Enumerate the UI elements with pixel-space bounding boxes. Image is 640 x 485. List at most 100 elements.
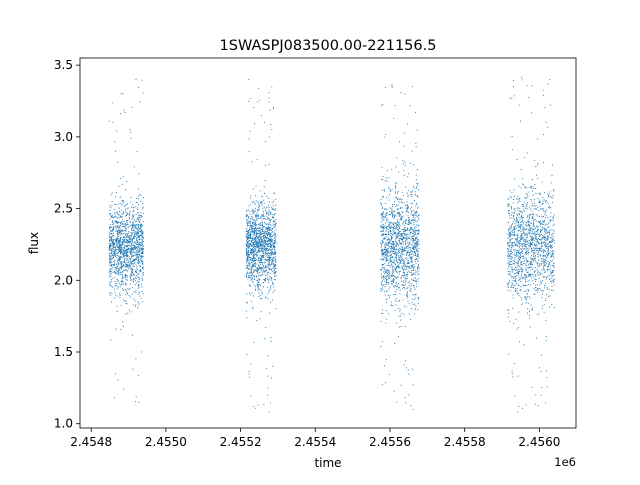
data-point [386,253,388,255]
data-point [258,296,260,298]
data-point [110,249,113,251]
data-point [519,200,521,202]
data-point [129,288,131,290]
data-point [539,255,541,257]
data-point [114,196,117,198]
data-point [118,185,120,187]
data-point [254,240,256,242]
data-point [120,273,122,275]
data-point [509,255,511,257]
data-point [388,186,390,188]
data-point [413,216,415,218]
data-point [410,190,412,193]
data-point [403,202,405,204]
data-point [383,188,385,190]
data-point [138,401,140,403]
data-point [257,246,259,248]
data-point [389,260,391,262]
data-point [113,226,115,228]
data-point [551,234,553,236]
data-point [416,286,418,288]
data-point [404,267,406,270]
data-point [119,297,121,299]
data-point [256,219,258,221]
data-point [121,275,124,277]
data-point [540,215,542,217]
data-point [267,243,269,245]
data-point [388,221,390,223]
data-point [109,262,111,264]
data-point [541,290,543,292]
data-point [398,230,400,233]
data-point [251,308,253,310]
data-point [259,318,261,320]
data-point [121,209,123,211]
data-point [140,269,142,271]
data-point [142,233,144,235]
data-point [258,282,260,284]
data-point [416,245,418,247]
data-point [127,262,129,264]
data-point [272,205,274,207]
data-point [131,229,133,231]
data-point [263,217,265,219]
data-point [136,228,138,230]
data-point [267,298,269,300]
data-point [127,232,129,234]
data-point [410,267,412,269]
data-point [511,286,513,288]
data-point [403,145,405,147]
data-point [408,303,410,305]
data-point [381,277,383,279]
data-point [254,202,256,204]
data-point [406,258,408,260]
data-point [127,265,129,267]
data-point [133,215,135,217]
data-point [120,250,122,252]
data-point [115,268,117,270]
data-point [532,225,534,227]
data-point [381,233,384,235]
data-point [111,201,113,203]
data-point [131,256,133,258]
data-point [385,254,387,256]
data-point [125,214,127,216]
data-point [526,264,528,266]
data-point [522,227,524,230]
data-point [136,237,138,239]
data-point [401,199,403,201]
data-point [528,246,530,248]
data-point [395,234,398,236]
data-point [248,275,250,277]
data-point [137,281,139,283]
data-point [386,283,388,285]
data-point [416,279,418,281]
data-point [134,227,136,229]
data-point [392,266,394,268]
data-point [399,248,401,250]
data-point [251,292,253,294]
data-point [406,297,408,299]
data-point [124,245,126,247]
data-point [416,226,418,228]
data-point [412,246,414,249]
data-point [508,262,510,265]
data-point [254,258,256,260]
data-point [520,240,522,242]
data-point [393,242,395,244]
data-point [398,215,400,217]
data-point [413,287,416,289]
data-point [261,215,263,217]
data-point [263,248,265,250]
data-point [254,250,256,252]
data-point [114,253,116,255]
data-point [137,212,139,214]
data-point [122,230,124,232]
data-point [260,268,262,270]
data-point [124,241,126,243]
data-point [415,214,417,216]
data-point [389,261,391,263]
data-point [116,130,118,132]
data-point [387,242,389,244]
data-point [108,246,110,248]
